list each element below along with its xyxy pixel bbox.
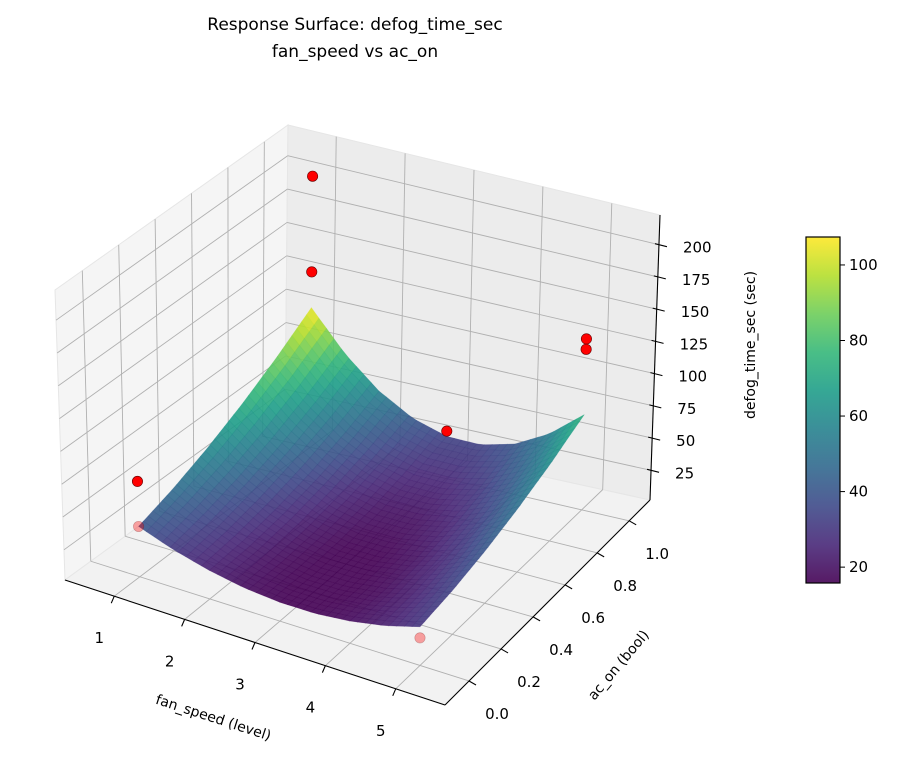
y-tick-mark	[532, 616, 541, 622]
z-tick-label: 175	[682, 271, 711, 289]
data-point-behind-surface	[133, 520, 145, 532]
x-tick-mark	[110, 595, 115, 604]
scatter-points	[131, 170, 592, 487]
z-tick-mark	[654, 243, 668, 248]
z-tick-mark	[651, 339, 664, 344]
grid-line-z-back	[287, 188, 658, 278]
z-tick-mark	[646, 468, 660, 473]
z-tick-mark	[653, 275, 666, 280]
colorbar: 20 40 60 80 100	[805, 236, 878, 584]
title-line-2: fan_speed vs ac_on	[271, 42, 439, 62]
colorbar-tick-label: 60	[849, 407, 868, 425]
surface-patch	[411, 621, 426, 628]
grid-line-x-floor	[395, 489, 603, 690]
z-tick-label: 50	[676, 432, 695, 450]
z-tick-label: 125	[680, 335, 709, 353]
grid-line-z-back	[286, 288, 655, 375]
grid-line-z-left	[58, 222, 288, 387]
data-point	[580, 333, 592, 345]
z-axis-line	[649, 214, 661, 501]
title-line-1: Response Surface: defog_time_sec	[207, 15, 503, 35]
z-tick-label: 25	[675, 464, 694, 482]
x-axis-label: fan_speed (level)	[154, 692, 273, 744]
grid-line-z-back	[285, 322, 654, 407]
z-tick-label: 75	[677, 400, 696, 418]
x-tick-label: 5	[376, 722, 386, 740]
z-axis-label: defog_time_sec (sec)	[743, 271, 759, 419]
grid-line-x-back	[467, 169, 475, 461]
grid-line-y-left	[81, 270, 92, 562]
axis-lines	[64, 214, 668, 706]
grid-line-x-back	[399, 153, 406, 446]
y-tick-label: 0.0	[485, 705, 509, 723]
grid-line-z-left	[59, 255, 287, 419]
x-tick-mark	[181, 619, 186, 627]
colorbar-bar	[805, 236, 841, 584]
grid-line-z-back	[286, 222, 657, 310]
grid-line-x-back	[602, 203, 613, 490]
colorbar-tick-label: 100	[849, 256, 878, 274]
x-tick-mark	[321, 665, 326, 673]
colorbar-tick-label: 80	[849, 331, 868, 349]
tick-labels: 1 2 3 4 5 0.0 0.2 0.4 0.6 0.8 1.0 25 50 75 100 125 150 17…	[94, 239, 711, 740]
surface-mesh	[133, 307, 585, 644]
grid-line-z-left	[61, 322, 287, 485]
y-tick-label: 0.8	[613, 577, 637, 595]
z-tick-mark	[650, 372, 663, 377]
x-tick-label: 4	[306, 699, 316, 717]
data-point	[306, 266, 318, 278]
grid-line-z-back	[287, 155, 660, 246]
y-tick-mark	[596, 552, 605, 558]
x-tick-mark	[392, 688, 397, 697]
x-tick-label: 1	[94, 629, 104, 647]
z-tick-label: 100	[678, 368, 707, 386]
grid-line-z-left	[62, 355, 286, 518]
grid-line-y-left	[154, 219, 160, 512]
chart-title: Response Surface: defog_time_sec fan_spe…	[0, 12, 710, 66]
z-tick-mark	[649, 404, 662, 409]
y-axis-label: ac_on (bool)	[585, 627, 653, 703]
x-tick-label: 2	[165, 652, 175, 670]
data-point	[307, 170, 319, 182]
y-tick-mark	[628, 520, 637, 526]
grid-line-y-left	[118, 244, 126, 537]
colorbar-tick-label: 40	[849, 483, 868, 501]
y-tick-label: 1.0	[645, 545, 669, 563]
grid-line-y-left	[191, 193, 195, 487]
y-tick-label: 0.2	[517, 673, 541, 691]
data-point-behind-surface	[414, 632, 426, 644]
data-point	[441, 425, 453, 437]
colorbar-tick-label: 20	[849, 558, 868, 576]
grid-line-z-left	[55, 155, 288, 321]
grid-line-y-floor	[90, 560, 470, 682]
grid-line-z-left	[56, 188, 288, 354]
y-tick-mark	[500, 648, 509, 654]
grid-line-x-back	[534, 186, 544, 475]
y-tick-mark	[564, 584, 573, 590]
y-axis-line	[444, 499, 651, 706]
y-tick-mark	[468, 680, 477, 686]
z-tick-label: 200	[683, 239, 712, 257]
z-tick-mark	[648, 436, 661, 441]
z-tick-mark	[652, 307, 665, 312]
x-tick-label: 3	[235, 676, 245, 694]
grid-line-z-left	[60, 288, 287, 452]
x-tick-mark	[251, 642, 256, 650]
data-point	[580, 343, 592, 355]
y-tick-label: 0.4	[549, 641, 573, 659]
z-tick-label: 150	[681, 303, 710, 321]
y-tick-label: 0.6	[581, 609, 605, 627]
grid-line-z-back	[286, 255, 656, 342]
data-point	[131, 475, 143, 487]
